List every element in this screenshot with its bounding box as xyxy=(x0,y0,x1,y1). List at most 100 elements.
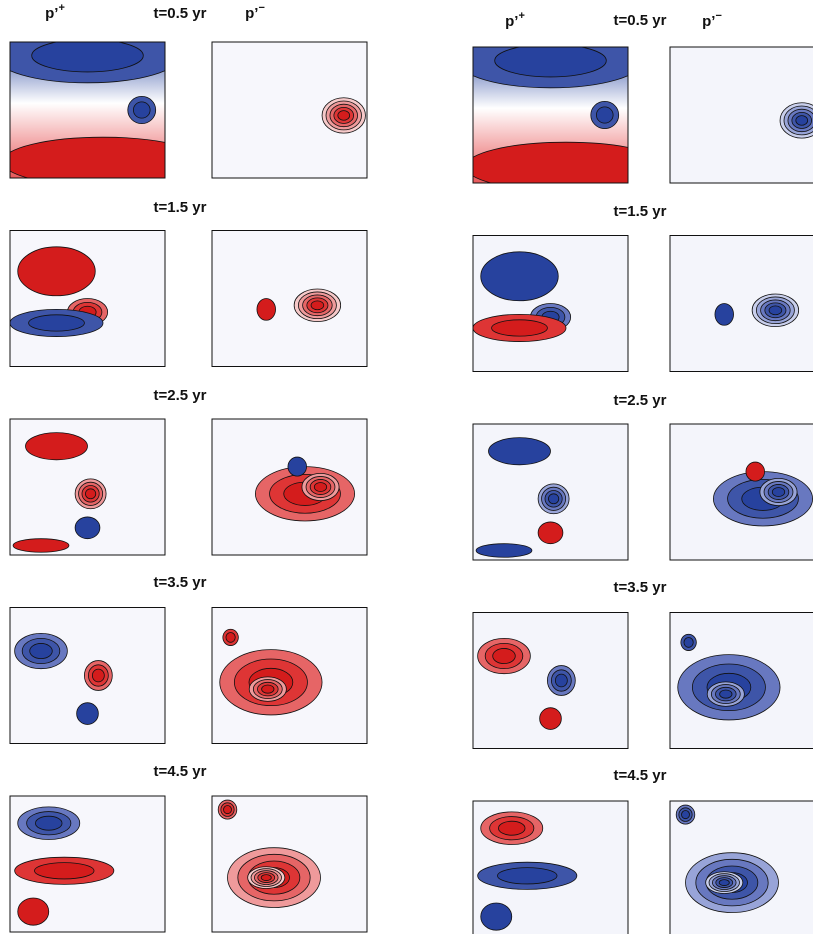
time-label: t=2.5 yr xyxy=(614,392,667,409)
contour xyxy=(475,543,533,558)
contour xyxy=(17,897,50,926)
contour xyxy=(35,815,63,831)
contour xyxy=(595,106,614,124)
panel-frame xyxy=(9,418,166,556)
contour xyxy=(310,300,325,311)
contour xyxy=(491,319,548,337)
panel-frame xyxy=(669,423,813,561)
panel-frame xyxy=(9,230,166,367)
time-label: t=1.5 yr xyxy=(154,199,207,216)
panel xyxy=(10,230,165,367)
label-sup: − xyxy=(258,2,264,14)
contour xyxy=(492,648,516,664)
contour xyxy=(554,673,568,688)
panel xyxy=(473,235,628,372)
contour xyxy=(480,902,513,931)
contour xyxy=(488,437,551,466)
panel-frame xyxy=(669,46,813,184)
contour xyxy=(480,251,559,302)
panel xyxy=(212,42,367,178)
panel xyxy=(670,801,813,934)
contour xyxy=(29,643,53,659)
panel-frame xyxy=(472,46,629,184)
contour xyxy=(132,101,151,119)
panel-frame xyxy=(669,800,813,934)
contour xyxy=(714,303,734,326)
contour xyxy=(313,482,328,492)
label-sup: − xyxy=(715,10,721,22)
contour xyxy=(497,867,558,885)
contour xyxy=(225,632,236,643)
label-base: p’ xyxy=(505,13,518,30)
time-label: t=0.5 yr xyxy=(614,12,667,29)
contour xyxy=(34,862,95,880)
time-label: t=0.5 yr xyxy=(154,5,207,22)
contour xyxy=(91,668,105,683)
panel xyxy=(473,47,628,183)
panel xyxy=(212,230,367,367)
contour xyxy=(25,432,88,461)
contour xyxy=(771,487,786,497)
contour xyxy=(539,707,562,730)
panel xyxy=(212,607,367,744)
panel-frame xyxy=(669,612,813,749)
panel-label: p’− xyxy=(702,10,722,30)
contour xyxy=(10,136,165,178)
contour xyxy=(260,874,272,881)
contour xyxy=(261,684,275,694)
panel-frame xyxy=(211,418,368,556)
contour xyxy=(12,538,70,553)
label-base: p’ xyxy=(702,13,715,30)
panel-frame xyxy=(9,41,166,179)
contour xyxy=(17,246,96,297)
panel-frame xyxy=(211,795,368,933)
contour xyxy=(768,305,783,316)
time-label: t=2.5 yr xyxy=(154,387,207,404)
contour xyxy=(795,115,809,126)
panel xyxy=(670,47,813,183)
panel xyxy=(473,424,628,560)
contour xyxy=(85,488,97,500)
panel-frame xyxy=(211,607,368,744)
contour xyxy=(498,820,526,836)
time-label: t=3.5 yr xyxy=(614,579,667,596)
label-base: p’ xyxy=(45,5,58,22)
panel-label: p’+ xyxy=(505,10,525,30)
panel xyxy=(212,796,367,932)
panel xyxy=(473,801,628,934)
label-sup: + xyxy=(518,10,524,22)
panel xyxy=(670,612,813,749)
label-sup: + xyxy=(58,2,64,14)
panel-frame xyxy=(211,230,368,367)
contour xyxy=(74,516,101,540)
panel-bg xyxy=(212,230,367,367)
time-label: t=1.5 yr xyxy=(614,203,667,220)
panel-frame xyxy=(472,800,629,934)
contour xyxy=(548,493,560,505)
contour xyxy=(256,298,276,321)
time-label: t=4.5 yr xyxy=(154,763,207,780)
panel xyxy=(10,607,165,744)
panel-frame xyxy=(669,235,813,372)
contour xyxy=(287,456,307,477)
panel-frame xyxy=(472,235,629,372)
panel xyxy=(10,419,165,555)
panel xyxy=(670,424,813,560)
contour xyxy=(76,702,99,725)
contour xyxy=(494,47,607,78)
panel xyxy=(473,612,628,749)
contour xyxy=(718,879,730,886)
contour xyxy=(473,141,628,183)
panel xyxy=(10,42,165,178)
contour xyxy=(31,42,144,73)
contour xyxy=(719,689,733,699)
panel-frame xyxy=(472,612,629,749)
contour xyxy=(537,521,564,545)
contour xyxy=(681,810,690,820)
panel-frame xyxy=(472,423,629,561)
panel-frame xyxy=(211,41,368,179)
panel-label: p’+ xyxy=(45,2,65,22)
contour xyxy=(745,461,765,482)
panel xyxy=(212,419,367,555)
